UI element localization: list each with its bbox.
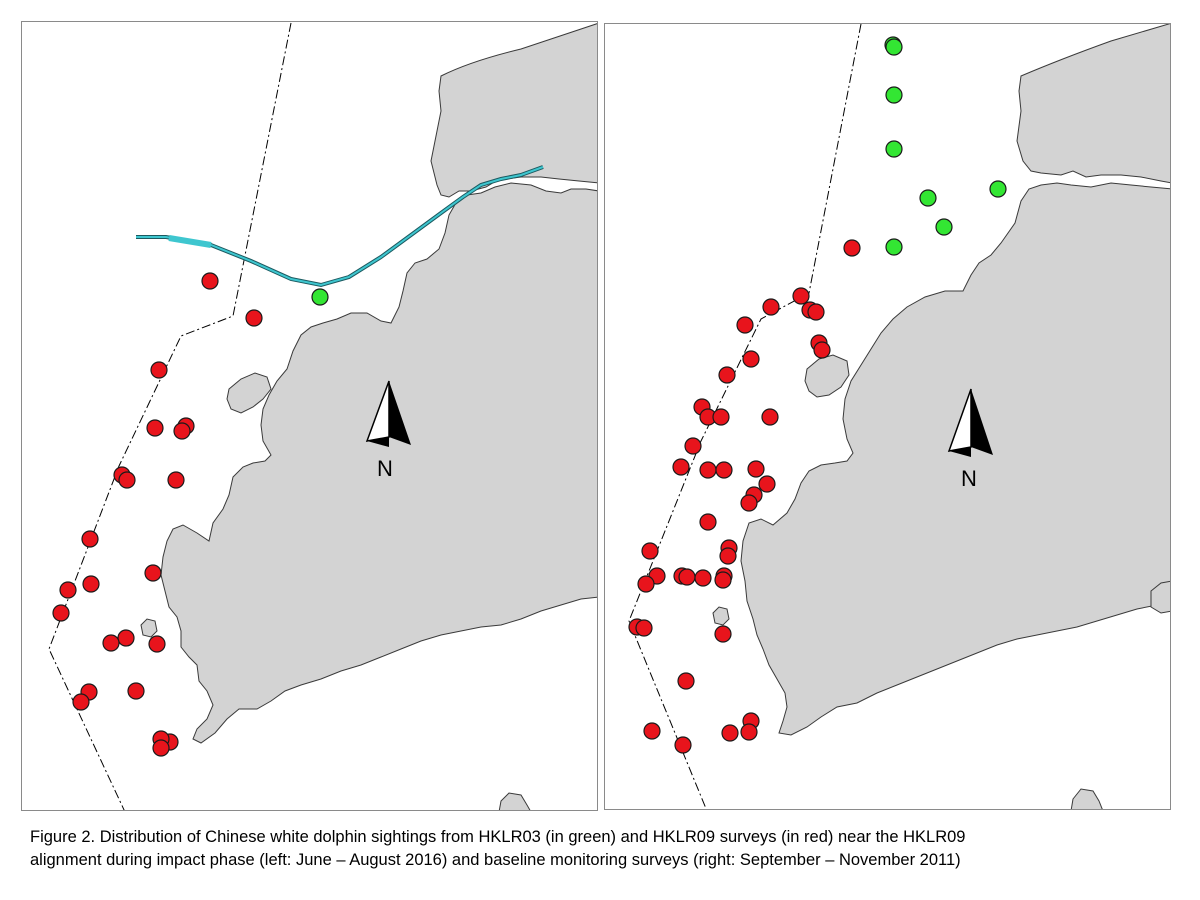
hklr09-sighting [148,635,166,653]
hklr09-sighting [721,724,739,742]
hklr09-sighting [719,547,737,565]
left-sightings-layer [52,272,329,757]
hklr09-sighting [127,682,145,700]
hklr09-sighting [699,513,717,531]
hklr09-sighting [718,366,736,384]
hklr09-sighting [117,629,135,647]
hklr09-sighting [641,542,659,560]
hklr09-sighting [678,568,696,586]
hklr09-sighting [843,239,861,257]
hklr09-sighting [637,575,655,593]
hklr03-sighting [885,238,903,256]
islet-west [804,354,850,398]
hklr09-sighting [146,419,164,437]
north-label: N [961,466,977,491]
islet-west [226,372,272,414]
right-map-panel: N [604,23,1171,810]
hklr09-sighting [118,471,136,489]
hklr09-sighting [672,458,690,476]
lantau-landmass [740,182,1170,736]
caption-line-1: Figure 2. Distribution of Chinese white … [30,828,966,846]
hklr09-sighting [813,341,831,359]
left-map-panel: N [21,21,598,811]
hklr09-sighting [736,316,754,334]
hklr09-sighting [144,564,162,582]
hklr09-sighting [761,408,779,426]
alignment-line-inner [136,166,544,287]
figure-caption: Figure 2. Distribution of Chinese white … [30,826,1180,872]
alignment-viaduct [168,235,212,248]
hklr09-sighting [677,672,695,690]
hklr09-sighting [201,272,219,290]
hklr09-sighting [758,475,776,493]
hklr09-sighting [792,287,810,305]
hklr03-sighting [989,180,1007,198]
hklr09-sighting [747,460,765,478]
survey-boundary [48,22,292,810]
hklr09-sighting [740,494,758,512]
hklr03-sighting [885,86,903,104]
hklr09-sighting [150,361,168,379]
north-arrow-icon: N [365,380,411,481]
hklr09-sighting [674,736,692,754]
hklr09-sighting [714,571,732,589]
right-sightings-layer [628,36,1007,754]
north-arrow-icon: N [947,388,993,491]
islet-bottom-right [498,792,531,810]
hklr09-sighting [694,569,712,587]
right-map-svg: N [628,24,1170,809]
hklr09-sighting [82,575,100,593]
hklr09-sighting [740,723,758,741]
hklr09-sighting [245,309,263,327]
hklr09-sighting [173,422,191,440]
hklr03-sighting [885,38,903,56]
islet-east-edge [1150,580,1170,614]
hklr09-sighting [714,625,732,643]
hklr09-sighting [643,722,661,740]
islet-bottom-right [1070,788,1103,809]
hklr09-sighting [635,619,653,637]
hklr09-sighting [81,530,99,548]
hklr09-sighting [102,634,120,652]
hklr09-sighting [742,350,760,368]
islet-south [712,606,730,626]
hklr09-sighting [684,437,702,455]
northern-landmass [1016,24,1170,184]
hklr09-sighting [712,408,730,426]
hklr09-sighting [59,581,77,599]
hklr03-sighting [311,288,329,306]
lantau-landmass [160,182,597,744]
hklr03-sighting [885,140,903,158]
left-map-svg: N [48,22,597,810]
hklr09-sighting [762,298,780,316]
hklr09-sighting [52,604,70,622]
hklr09-sighting [152,739,170,757]
hklr09-sighting [807,303,825,321]
hklr09-sighting [72,693,90,711]
northern-landmass [430,23,597,198]
caption-line-2: alignment during impact phase (left: Jun… [30,851,961,869]
hklr09-sighting [715,461,733,479]
hklr09-sighting [699,461,717,479]
hklr03-sighting [935,218,953,236]
islet-south [140,618,158,638]
north-label: N [377,456,393,481]
hklr09-sighting [167,471,185,489]
hklr03-sighting [919,189,937,207]
